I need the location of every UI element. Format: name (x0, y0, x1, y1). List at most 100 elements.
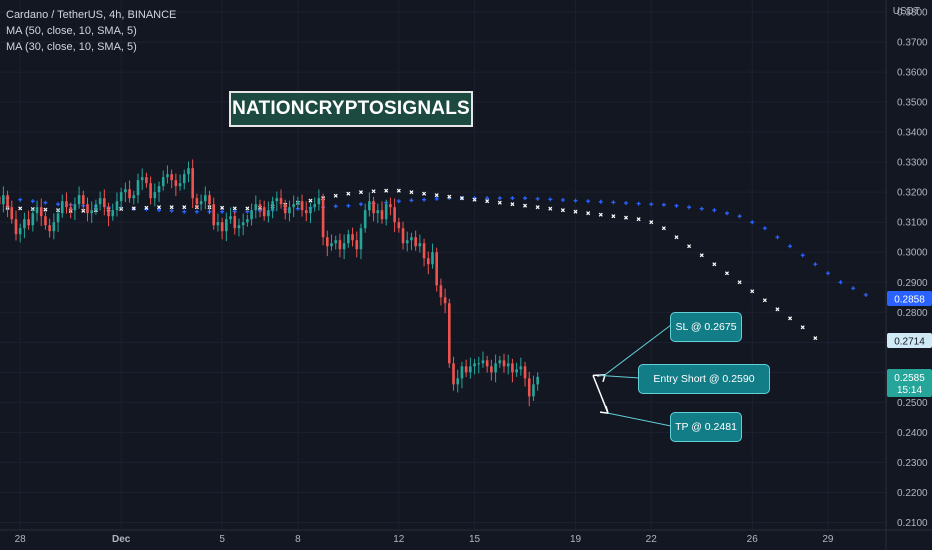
candle-body (330, 243, 333, 247)
ma50-point (750, 220, 755, 225)
signal-arrows (592, 324, 672, 427)
ma30-point (712, 262, 717, 267)
candle-body (10, 207, 14, 220)
candle-body (199, 201, 203, 205)
ma30-point (157, 205, 162, 210)
candle (229, 207, 232, 224)
candle-body (254, 204, 258, 211)
candle-body (39, 207, 43, 217)
candle-body (464, 366, 468, 373)
ma50-point (611, 200, 616, 205)
ma30-point (434, 193, 439, 198)
candle-body (107, 207, 110, 217)
candle-body (296, 201, 300, 205)
ma30-point (699, 253, 704, 258)
price-axis[interactable]: 0.3800 0.3700 0.3600 0.3500 0.3400 0.3300 0.32… (885, 0, 928, 550)
ma50-point (712, 208, 717, 213)
candle-body (485, 360, 489, 367)
tag-countdown: 15:14 (897, 385, 922, 396)
candle-body (115, 201, 119, 211)
candle (65, 192, 68, 214)
candle-body (69, 207, 72, 211)
ma50-point (245, 209, 250, 214)
legend-symbol[interactable]: Cardano / TetherUS, 4h, BINANCE (6, 9, 177, 21)
candle (35, 200, 39, 222)
candle-body (191, 168, 194, 199)
ma30-point (422, 191, 427, 196)
candle (140, 168, 144, 191)
ma50-point (775, 235, 780, 240)
candle-body (262, 207, 266, 217)
candle-body (187, 168, 190, 175)
candle (439, 278, 443, 306)
ma30-point (245, 206, 250, 211)
candle-body (124, 189, 127, 193)
candle (161, 170, 165, 191)
candle (523, 361, 527, 387)
candle-body (56, 213, 60, 223)
tag-ma30: 0.2714 (887, 333, 932, 348)
candle-body (77, 195, 81, 205)
candle (389, 197, 392, 216)
ma30-point (535, 205, 540, 210)
candle (115, 192, 119, 217)
candle (191, 159, 194, 209)
ma50-point (825, 271, 830, 276)
candle (39, 198, 43, 227)
candle (435, 247, 438, 292)
ma50-point (838, 280, 843, 285)
candle (10, 200, 14, 224)
candle-body (300, 201, 304, 211)
ma50-point (813, 262, 818, 267)
y-tick-label: 0.2400 (897, 428, 928, 439)
candle (119, 187, 123, 210)
ma30-point (510, 202, 515, 207)
legend-ma50[interactable]: MA (50, close, 10, SMA, 5) (6, 25, 137, 37)
tp-callout: TP @ 0.2481 (670, 412, 742, 442)
candle-body (195, 198, 199, 205)
candle (103, 189, 106, 216)
ma30-point (750, 289, 755, 294)
candle (124, 182, 127, 203)
candle-body (208, 195, 211, 205)
candle-body (237, 225, 241, 229)
chart-grid (0, 0, 886, 530)
candle (334, 235, 338, 250)
candle-body (52, 222, 56, 232)
candle-body (267, 210, 270, 217)
ma50-point (220, 209, 225, 214)
ma50-point (636, 201, 641, 206)
ma50-point (182, 209, 187, 214)
candle (536, 372, 539, 391)
ma30-point (724, 271, 729, 276)
ma30-point (649, 220, 654, 225)
ma30-point (396, 188, 401, 193)
candle (309, 202, 312, 224)
x-tick-label: 5 (219, 534, 225, 545)
candle (288, 200, 291, 222)
candle (485, 355, 489, 373)
chart-legend: Cardano / TetherUS, 4h, BINANCE MA (50, … (6, 7, 176, 55)
candle (153, 183, 157, 207)
candle (149, 176, 152, 205)
legend-ma30[interactable]: MA (30, close, 10, SMA, 5) (6, 41, 137, 53)
x-tick-label: 28 (15, 534, 27, 545)
candle (128, 180, 131, 203)
candle-body (435, 252, 438, 286)
candles (0, 159, 539, 407)
candle (338, 233, 342, 258)
candle-body (519, 366, 523, 370)
ma30-point (333, 193, 338, 198)
candle (443, 288, 447, 314)
ma30-point (220, 205, 225, 210)
ma30-point (762, 298, 767, 303)
time-axis[interactable]: 28 Dec 5 8 12 15 19 22 26 29 (0, 529, 932, 545)
candle-body (31, 213, 35, 226)
candle-body (275, 198, 279, 202)
candle-body (23, 219, 26, 229)
ma50-point (358, 202, 363, 207)
candle-body (506, 363, 510, 367)
